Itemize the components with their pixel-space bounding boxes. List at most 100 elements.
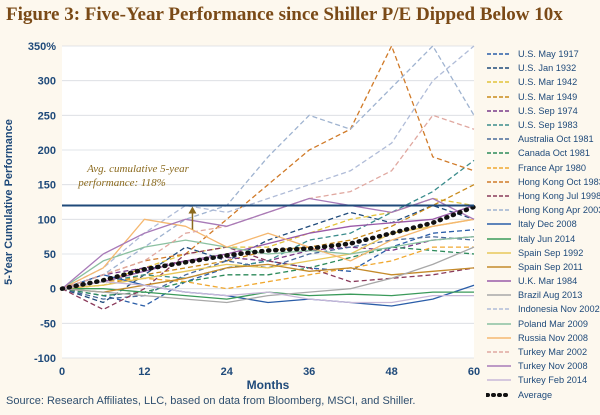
x-tick-label: 24: [221, 366, 234, 378]
legend-label: U.K. Mar 1984: [518, 276, 578, 287]
legend-label: U.S. Mar 1942: [518, 77, 578, 88]
y-tick-label: 150: [38, 180, 56, 192]
x-tick-label: 0: [59, 366, 65, 378]
source-note: Source: Research Affiliates, LLC, based …: [6, 395, 416, 407]
series-line: [61, 45, 475, 290]
legend-label: Poland Mar 2009: [518, 318, 588, 329]
y-tick-label: -50: [40, 318, 56, 330]
y-tick-label: 50: [44, 249, 56, 261]
legend-swatch: [487, 138, 511, 140]
legend-item: Turkey Mar 2002: [486, 345, 600, 359]
annotation: Avg. cumulative 5-year performance: 118%: [77, 163, 189, 189]
legend-swatch: [487, 280, 511, 282]
series-line: [61, 114, 475, 290]
legend-item: Australia Oct 1981: [486, 132, 600, 146]
legend-item: Spain Sep 1992: [486, 246, 600, 260]
legend-swatch: [487, 294, 511, 297]
legend-label: U.S. Sep 1983: [518, 120, 578, 131]
legend-label: Hong Kong Jul 1998: [518, 190, 600, 201]
legend-swatch: [487, 251, 511, 254]
legend-item: U.K. Mar 1984: [486, 274, 600, 288]
y-tick-label: 350%: [28, 41, 56, 53]
legend-label: Hong Kong Apr 2003: [518, 205, 600, 216]
y-tick-label: 250: [38, 110, 56, 122]
series-line: [61, 281, 474, 304]
legend-label: Turkey Feb 2014: [518, 375, 588, 386]
legend-label: Hong Kong Oct 1983: [518, 176, 600, 187]
series-line: [61, 246, 474, 290]
legend-label: Canada Oct 1981: [518, 148, 591, 159]
x-tick-label: 60: [468, 366, 480, 378]
series-lines: [59, 45, 477, 311]
legend-label: Brazil Aug 2013: [518, 290, 583, 301]
series-line: [61, 218, 475, 290]
legend-label: Indonesia Nov 2002: [518, 304, 600, 315]
y-tick-labels: -100 -50 0 50 100 150 200 250 300 350%: [28, 41, 56, 365]
legend-item: U.S. Jan 1932: [486, 61, 600, 75]
series-line: [59, 204, 477, 291]
legend-label: Turkey Nov 2008: [518, 361, 588, 372]
legend-swatch: [487, 110, 511, 112]
legend-label: U.S. May 1917: [518, 49, 579, 60]
legend-item: U.S. Sep 1983: [486, 118, 600, 132]
legend-item: Italy Dec 2008: [486, 217, 600, 231]
reference-line-group: [62, 204, 474, 230]
series-line: [61, 197, 475, 290]
legend-item: U.S. Sep 1974: [486, 104, 600, 118]
y-tick-label: -100: [34, 353, 56, 365]
legend-item: Russia Nov 2008: [486, 331, 600, 345]
legend-swatch: [487, 337, 511, 339]
annotation-line-2: performance: 118%: [77, 177, 165, 189]
y-axis-label: 5-Year Cumulative Performance: [3, 119, 15, 285]
x-tick-label: 36: [303, 366, 315, 378]
legend-label: Turkey Mar 2002: [518, 347, 588, 358]
annotation-arrowhead: [188, 206, 197, 214]
legend-swatch: [487, 379, 511, 382]
legend-item: Turkey Nov 2008: [486, 359, 600, 373]
legend-label: U.S. Jan 1932: [518, 63, 577, 74]
legend-label: France Apr 1980: [518, 162, 586, 173]
legend-item: Indonesia Nov 2002: [486, 302, 600, 316]
legend-label: Spain Sep 1992: [518, 247, 584, 258]
legend-label: Russia Nov 2008: [518, 332, 588, 343]
legend-swatch: [487, 53, 511, 55]
legend-swatch: [487, 266, 511, 268]
legend-swatch: [487, 166, 511, 169]
y-tick-label: 100: [38, 214, 56, 226]
legend-swatch: [487, 237, 511, 240]
legend-item: Average: [486, 388, 600, 402]
series-line: [61, 246, 475, 297]
x-tick-label: 48: [385, 366, 397, 378]
legend-item: U.S. Mar 1949: [486, 90, 600, 104]
legend-item: Brazil Aug 2013: [486, 288, 600, 302]
legend-item: Hong Kong Oct 1983: [486, 175, 600, 189]
legend-item: Spain Sep 2011: [486, 260, 600, 274]
series-line: [61, 246, 475, 304]
chart-title: Figure 3: Five-Year Performance since Sh…: [6, 4, 563, 25]
legend-item: France Apr 1980: [486, 161, 600, 175]
y-tick-label: 300: [38, 76, 56, 88]
series-line: [61, 236, 475, 290]
legend-label: Australia Oct 1981: [518, 134, 594, 145]
series-line: [61, 236, 475, 300]
legend-swatch: [487, 152, 511, 155]
x-tick-labels: 0 12 24 36 48 60: [59, 366, 480, 378]
legend-item: Canada Oct 1981: [486, 146, 600, 160]
legend-swatch: [487, 365, 511, 367]
legend-item: U.S. Mar 1942: [486, 75, 600, 89]
legend-swatch: [487, 223, 511, 226]
legend-label: U.S. Sep 1974: [518, 105, 578, 116]
legend-item: U.S. May 1917: [486, 47, 600, 61]
x-axis-label: Months: [247, 378, 290, 392]
legend-label: U.S. Mar 1949: [518, 91, 578, 102]
legend-swatch: [486, 392, 512, 397]
legend-swatch: [487, 95, 511, 98]
plot-area: [62, 46, 474, 358]
series-line: [61, 274, 475, 307]
legend-item: Turkey Feb 2014: [486, 373, 600, 387]
series-line: [61, 246, 475, 311]
legend-label: Italy Dec 2008: [518, 219, 577, 230]
annotation-line-1: Avg. cumulative 5-year: [86, 163, 189, 175]
legend-swatch: [487, 195, 511, 197]
